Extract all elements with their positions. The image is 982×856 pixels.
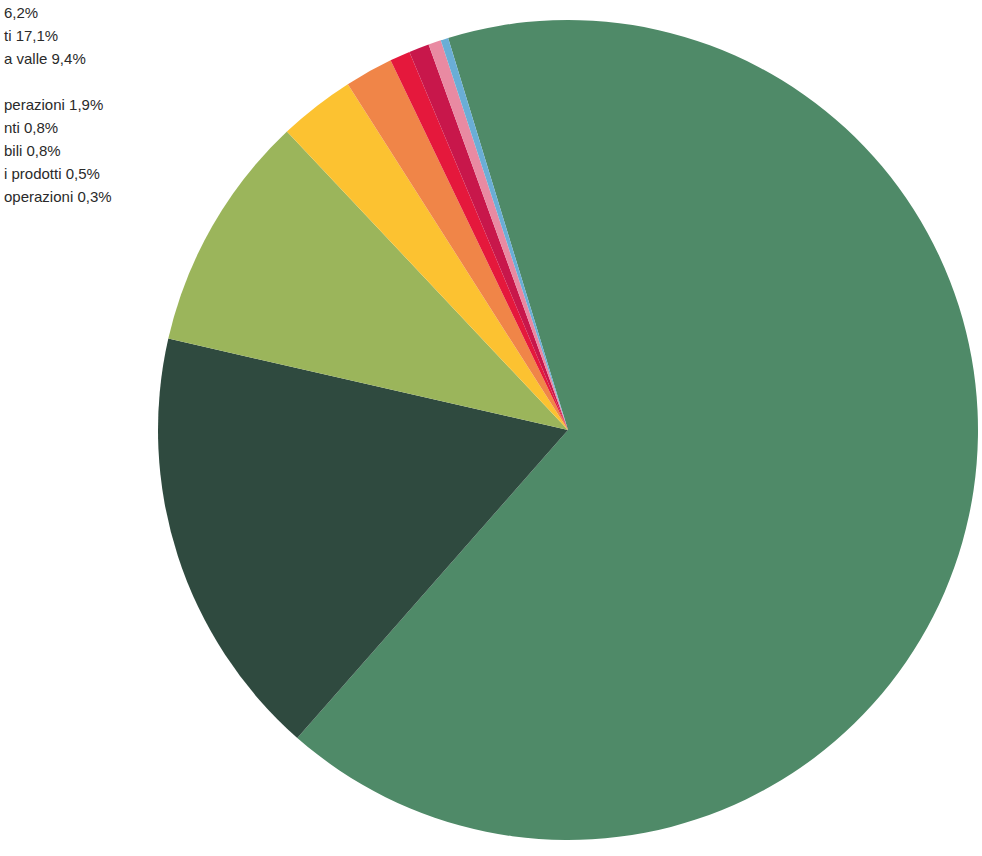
chart: 6,2% ti 17,1% a valle 9,4% perazioni 1,9% nt… [0,0,982,856]
slice-label: 6,2% [4,4,38,21]
labels: 6,2% ti 17,1% a valle 9,4% perazioni 1,9% nt… [4,4,112,205]
slice-label: operazioni 0,3% [4,188,112,205]
slice-label: i prodotti 0,5% [4,165,100,182]
slice-label: nti 0,8% [4,119,58,136]
slice-label: ti 17,1% [4,27,58,44]
slice [409,44,568,430]
slice-label: perazioni 1,9% [4,96,103,113]
slice [429,40,568,430]
slice-label: a valle 9,4% [4,50,86,67]
slice-label: bili 0,8% [4,142,61,159]
pie [158,20,978,840]
slice [441,38,568,430]
slice [391,52,568,430]
